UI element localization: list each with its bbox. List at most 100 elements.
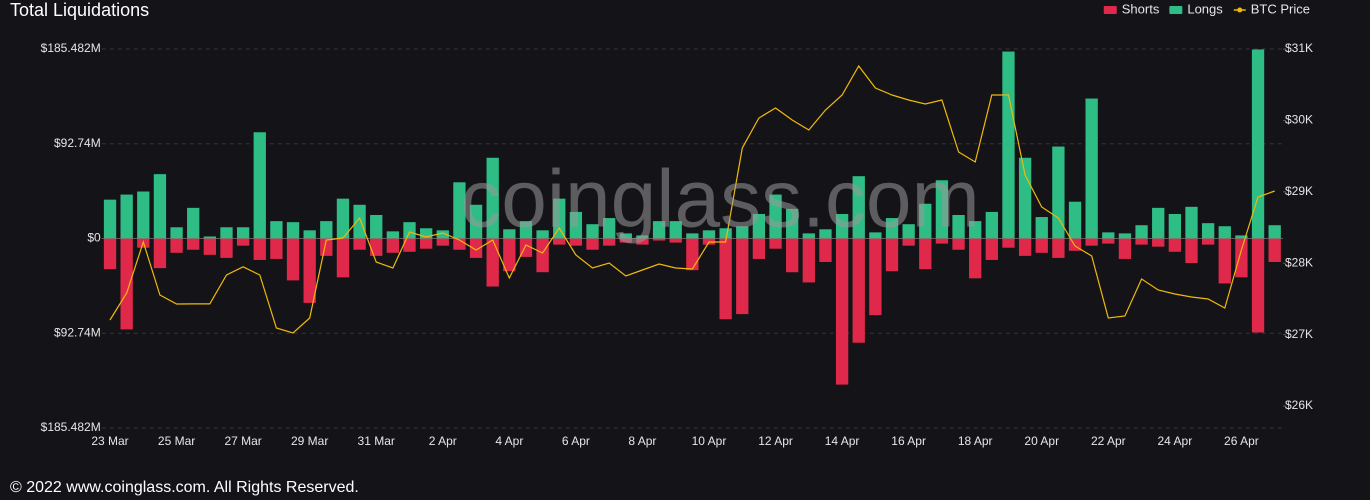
bar [503, 238, 516, 272]
bar [702, 230, 716, 239]
bar [569, 238, 583, 246]
bar [985, 238, 998, 260]
bar [536, 238, 549, 273]
bar [103, 238, 117, 270]
bar [286, 222, 300, 239]
bar [236, 238, 250, 246]
bar [187, 207, 200, 239]
bar [469, 204, 483, 239]
bar [1185, 238, 1198, 264]
x-tick-label: 14 Apr [825, 434, 860, 448]
bar [353, 204, 366, 239]
x-tick-label: 18 Apr [958, 434, 993, 448]
bar [1251, 238, 1265, 333]
bar [419, 238, 433, 249]
bar [436, 230, 449, 239]
bar [752, 213, 766, 239]
bar [220, 238, 233, 258]
bar [1035, 217, 1048, 239]
bar [619, 233, 632, 239]
bar [935, 180, 949, 239]
bar [1268, 225, 1281, 239]
x-tick-label: 10 Apr [692, 434, 727, 448]
x-tick-label: 29 Mar [291, 434, 328, 448]
bar [253, 132, 266, 239]
bar [336, 238, 350, 278]
x-tick-label: 2 Apr [429, 434, 457, 448]
bar [852, 238, 865, 343]
bar [885, 238, 899, 272]
bar [686, 233, 699, 239]
x-tick-label: 6 Apr [562, 434, 590, 448]
x-tick-label: 22 Apr [1091, 434, 1126, 448]
x-tick-label: 26 Apr [1224, 434, 1259, 448]
bar [370, 215, 383, 239]
bar [603, 238, 616, 246]
y2-tick-label: $27K [1285, 327, 1313, 341]
bar [902, 224, 915, 239]
bar [153, 174, 167, 239]
bar [719, 238, 732, 320]
x-tick-label: 27 Mar [224, 434, 261, 448]
bar [1185, 206, 1198, 239]
legend-swatch [1237, 7, 1243, 13]
bar [969, 221, 982, 239]
bar [1168, 213, 1182, 239]
bar [1102, 238, 1115, 244]
bar [320, 221, 333, 239]
chart-title: Total Liquidations [10, 0, 149, 20]
bar [137, 191, 150, 239]
bar [203, 236, 217, 239]
bar [1068, 201, 1082, 239]
bar [303, 230, 316, 239]
bar [536, 230, 549, 239]
bar [1035, 238, 1048, 253]
y-tick-label: $185.482M [41, 41, 101, 55]
bar [919, 238, 932, 270]
bar [835, 213, 849, 239]
y2-tick-label: $29K [1285, 184, 1313, 198]
bar [1235, 235, 1248, 239]
bar [952, 238, 965, 250]
bar [469, 238, 483, 258]
bar [1135, 225, 1148, 239]
bar [835, 238, 849, 385]
bar [752, 238, 766, 259]
bar [303, 238, 316, 303]
bar [419, 228, 433, 239]
bar [486, 157, 499, 239]
bar [553, 198, 566, 239]
bar [170, 238, 183, 253]
bar [120, 194, 133, 239]
legend-swatch [1103, 6, 1117, 14]
bar [1168, 238, 1182, 252]
bar [1152, 238, 1165, 247]
y-tick-label: $92.74M [54, 325, 101, 339]
bar [952, 215, 965, 239]
y2-tick-label: $31K [1285, 41, 1313, 55]
bar [636, 238, 649, 245]
bar [869, 232, 882, 239]
bar [1201, 238, 1215, 245]
bar [403, 222, 416, 239]
price-line [109, 64, 1275, 334]
bar [1118, 238, 1132, 259]
bar [1052, 238, 1065, 258]
bar [403, 238, 416, 252]
bar [885, 218, 899, 239]
bar [120, 238, 133, 330]
bar [386, 238, 400, 253]
bar [1018, 238, 1032, 256]
bar [819, 238, 832, 262]
x-tick-label: 23 Mar [91, 434, 128, 448]
y2-tick-label: $28K [1285, 255, 1313, 269]
legend-label: Shorts [1122, 1, 1160, 16]
bar [1118, 233, 1132, 239]
bar [170, 227, 183, 239]
bar [619, 238, 632, 243]
bar [236, 227, 250, 239]
bar [270, 221, 283, 239]
bar [1102, 232, 1115, 239]
x-tick-label: 4 Apr [495, 434, 523, 448]
